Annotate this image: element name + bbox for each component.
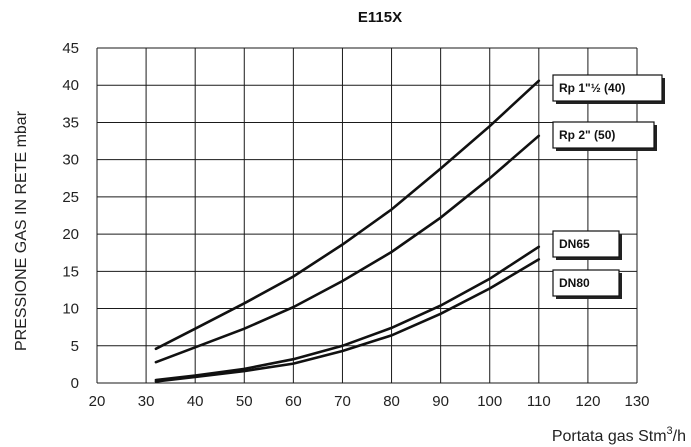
series-label-text-0: Rp 1"½ (40) (559, 81, 625, 95)
x-tick-label-8: 100 (477, 393, 502, 410)
series-label-0: Rp 1"½ (40) (552, 74, 665, 104)
series-labels: Rp 1"½ (40) Rp 2" (50) DN65 DN80 (552, 74, 665, 299)
series-line-2 (154, 245, 541, 382)
series-lines (154, 79, 541, 383)
series-label-text-2: DN65 (559, 237, 590, 251)
x-tick-label-1: 30 (138, 393, 155, 410)
x-axis-title-sup: 3 (667, 425, 673, 437)
x-axis-title-suffix: /h (673, 428, 686, 445)
x-tick-label-6: 80 (383, 393, 400, 410)
series-line-0 (154, 79, 541, 351)
x-axis-title-main: Portata gas Stm (552, 428, 667, 445)
series-label-2: DN65 (552, 230, 622, 260)
series-line-1 (154, 134, 541, 364)
y-axis-title: PRESSIONE GAS IN RETE mbar (13, 110, 30, 351)
series-line-3 (154, 258, 541, 383)
y-tick-label-3: 15 (62, 263, 79, 280)
y-tick-label-8: 40 (62, 77, 79, 94)
series-label-box-2 (552, 230, 620, 258)
y-tick-labels: 0 5 10 15 20 25 30 35 40 45 (62, 40, 79, 392)
x-tick-label-11: 130 (624, 393, 649, 410)
y-tick-label-2: 10 (62, 301, 79, 318)
x-tick-label-10: 120 (575, 393, 600, 410)
x-tick-label-7: 90 (432, 393, 449, 410)
y-tick-label-4: 20 (62, 226, 79, 243)
series-label-text-1: Rp 2" (50) (559, 128, 615, 142)
x-tick-label-2: 40 (187, 393, 204, 410)
x-axis-title: Portata gas Stm3/h (552, 425, 686, 445)
chart-title: E115X (358, 9, 402, 26)
y-tick-label-7: 35 (62, 114, 79, 131)
series-label-box-1 (552, 121, 655, 149)
x-tick-label-5: 70 (334, 393, 351, 410)
y-tick-label-6: 30 (62, 152, 79, 169)
x-tick-label-3: 50 (236, 393, 253, 410)
series-label-1: Rp 2" (50) (552, 121, 657, 151)
series-label-box-3 (552, 269, 620, 297)
x-tick-labels: 20 30 40 50 60 70 80 90 100 110 120 130 (89, 393, 650, 410)
y-tick-label-1: 5 (71, 338, 79, 355)
y-tick-label-5: 25 (62, 189, 79, 206)
y-tick-label-0: 0 (71, 375, 79, 392)
x-tick-label-0: 20 (89, 393, 106, 410)
x-tick-label-4: 60 (285, 393, 302, 410)
series-label-box-0 (552, 74, 663, 102)
series-label-text-3: DN80 (559, 276, 590, 290)
series-label-3: DN80 (552, 269, 622, 299)
y-tick-label-9: 45 (62, 40, 79, 57)
x-tick-label-9: 110 (527, 393, 551, 410)
